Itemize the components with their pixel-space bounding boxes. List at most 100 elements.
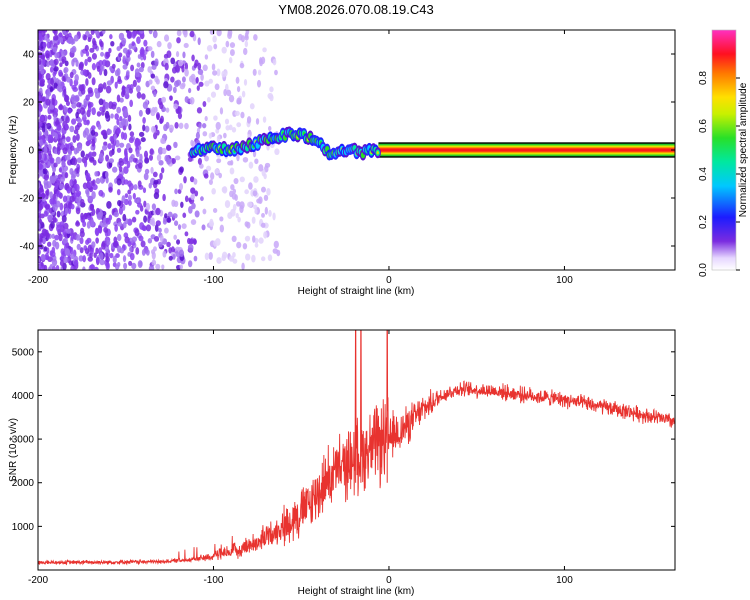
spectrogram-noise-blob <box>64 95 70 102</box>
spectrogram-noise-blob <box>105 154 110 162</box>
spectrogram-noise-blob <box>152 30 158 39</box>
spectrogram-noise-blob <box>112 166 118 173</box>
spectrogram-noise-blob <box>182 212 187 218</box>
spectrogram-noise-blob <box>51 246 56 254</box>
spectrogram-noise-blob <box>176 37 181 44</box>
spectrogram-noise-blob <box>206 165 212 172</box>
spectrogram-noise-blob <box>263 231 268 239</box>
spectrogram-noise-blob <box>244 221 249 227</box>
spectrogram-noise-blob <box>143 215 148 223</box>
spectrogram-noise-blob <box>101 59 108 67</box>
spectrogram-noise-blob <box>70 203 75 210</box>
spectrogram-noise-blob <box>229 42 236 49</box>
spectrogram-noise-blob <box>39 139 44 147</box>
spectrogram-noise-blob <box>104 102 109 110</box>
spectrogram-noise-blob <box>116 46 121 52</box>
spectrogram-noise-blob <box>158 227 162 233</box>
spectrogram-noise-blob <box>70 37 75 45</box>
spectrogram-noise-blob <box>131 216 137 223</box>
spectrogram-noise-blob <box>132 157 137 163</box>
spectrogram-noise-blob <box>143 172 149 181</box>
spectrogram-noise-blob <box>102 144 108 151</box>
x-tick-label: -100 <box>203 575 223 586</box>
spectrogram-noise-blob <box>69 47 76 54</box>
spectrogram-noise-blob <box>171 199 176 207</box>
spectrogram-noise-blob <box>84 127 90 136</box>
spectrogram-noise-blob <box>179 166 184 173</box>
spectrogram-noise-blob <box>154 58 159 67</box>
spectrogram-noise-blob <box>51 97 55 106</box>
spectrogram-plot-area <box>38 30 675 270</box>
spectrogram-noise-blob <box>121 37 127 45</box>
spectrogram-ridge-core <box>325 147 329 151</box>
spectrogram-noise-blob <box>253 34 258 41</box>
spectrogram-noise-blob <box>45 72 51 81</box>
spectrogram-noise-blob <box>231 235 237 243</box>
spectrogram-noise-blob <box>95 30 99 36</box>
spectrogram-noise-blob <box>64 154 71 161</box>
spectrogram-noise-blob <box>259 58 264 67</box>
spectrogram-noise-blob <box>61 215 67 223</box>
spectrogram-noise-blob <box>231 126 237 133</box>
spectrogram-noise-blob <box>103 68 108 77</box>
spectrogram-noise-blob <box>111 63 116 69</box>
spectrogram-noise-blob <box>90 129 96 136</box>
spectrogram-noise-blob <box>107 129 112 135</box>
spectrogram-noise-blob <box>198 81 204 87</box>
spectrogram-noise-blob <box>82 69 88 76</box>
spectrogram-noise-blob <box>194 59 199 67</box>
spectrogram-noise-blob <box>45 98 51 106</box>
spectrogram-noise-blob <box>148 182 152 189</box>
spectrogram-noise-blob <box>254 242 259 248</box>
spectrogram-noise-blob <box>201 123 207 129</box>
spectrogram-noise-blob <box>144 168 150 175</box>
spectrogram-noise-blob <box>43 174 49 181</box>
spectrogram-noise-blob <box>119 97 124 103</box>
spectrogram-noise-blob <box>221 251 228 259</box>
spectrogram-noise-blob <box>177 224 182 231</box>
spectrogram-noise-blob <box>39 79 45 87</box>
spectrogram-noise-blob <box>156 129 160 136</box>
spectrogram-noise-blob <box>43 210 48 217</box>
spectrogram-noise-blob <box>135 209 140 215</box>
spectrogram-noise-blob <box>76 102 82 108</box>
spectrogram-noise-blob <box>150 73 156 79</box>
spectrogram-noise-blob <box>117 75 122 83</box>
spectrogram-noise-blob <box>142 187 147 194</box>
spectrogram-noise-blob <box>184 68 189 77</box>
spectrogram-noise-blob <box>126 31 132 39</box>
spectrogram-noise-blob <box>122 117 127 125</box>
spectrogram-noise-blob <box>38 249 41 255</box>
spectrogram-noise-blob <box>163 81 169 89</box>
spectrogram-noise-blob <box>38 64 44 71</box>
y-tick-label: 0 <box>28 146 34 157</box>
spectrogram-noise-blob <box>78 255 84 262</box>
spectrogram-noise-blob <box>67 148 73 156</box>
spectrogram-noise-blob <box>106 80 113 86</box>
spectrogram-noise-blob <box>91 107 96 116</box>
spectrogram-noise-blob <box>100 51 105 57</box>
spectrogram-noise-blob <box>38 162 42 170</box>
spectrogram-noise-blob <box>213 43 218 50</box>
spectrogram-noise-blob <box>274 148 280 156</box>
spectrogram-noise-blob <box>62 228 67 236</box>
spectrogram-noise-blob <box>195 131 200 140</box>
spectrogram-noise-blob <box>150 125 156 133</box>
spectrogram-noise-blob <box>272 212 276 221</box>
spectrogram-noise-blob <box>261 256 266 262</box>
spectrogram-noise-blob <box>97 123 102 130</box>
spectrogram-noise-blob <box>254 158 259 165</box>
spectrogram-noise-blob <box>40 30 46 37</box>
y-tick-label: 2000 <box>12 478 35 489</box>
spectrogram-noise-blob <box>171 246 175 253</box>
spectrogram-noise-blob <box>254 208 258 214</box>
spectrogram-noise-blob <box>86 237 92 244</box>
spectrogram-noise-blob <box>117 221 123 227</box>
spectrogram-noise-blob <box>115 253 120 258</box>
spectrogram-noise-blob <box>136 91 142 99</box>
spectrogram-noise-blob <box>91 151 97 157</box>
spectrogram-noise-blob <box>43 182 49 190</box>
spectrogram-noise-blob <box>124 193 129 199</box>
spectrogram-noise-blob <box>125 87 130 95</box>
spectrogram-noise-blob <box>90 248 94 255</box>
